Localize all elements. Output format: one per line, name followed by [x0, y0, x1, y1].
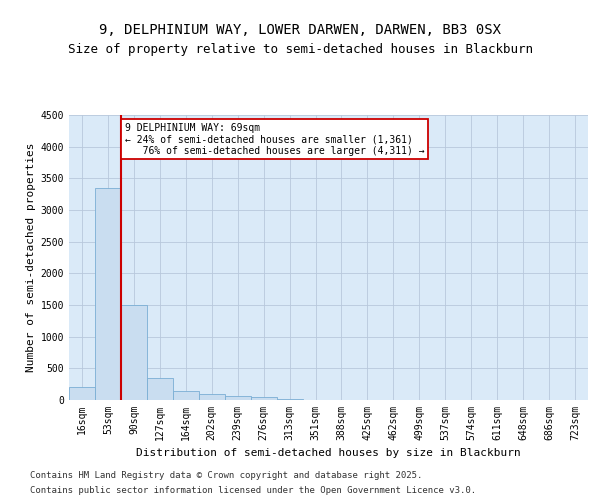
Text: Size of property relative to semi-detached houses in Blackburn: Size of property relative to semi-detach…	[67, 42, 533, 56]
Bar	[173, 390, 199, 400]
Bar	[225, 396, 251, 400]
Bar	[199, 394, 224, 400]
X-axis label: Distribution of semi-detached houses by size in Blackburn: Distribution of semi-detached houses by …	[136, 448, 521, 458]
Bar	[69, 388, 95, 400]
Text: Contains HM Land Registry data © Crown copyright and database right 2025.: Contains HM Land Registry data © Crown c…	[30, 471, 422, 480]
Y-axis label: Number of semi-detached properties: Number of semi-detached properties	[26, 143, 37, 372]
Bar	[95, 188, 121, 400]
Text: Contains public sector information licensed under the Open Government Licence v3: Contains public sector information licen…	[30, 486, 476, 495]
Bar	[147, 378, 173, 400]
Text: 9 DELPHINIUM WAY: 69sqm
← 24% of semi-detached houses are smaller (1,361)
   76%: 9 DELPHINIUM WAY: 69sqm ← 24% of semi-de…	[125, 122, 424, 156]
Text: 9, DELPHINIUM WAY, LOWER DARWEN, DARWEN, BB3 0SX: 9, DELPHINIUM WAY, LOWER DARWEN, DARWEN,…	[99, 22, 501, 36]
Bar	[251, 398, 277, 400]
Bar	[121, 305, 147, 400]
